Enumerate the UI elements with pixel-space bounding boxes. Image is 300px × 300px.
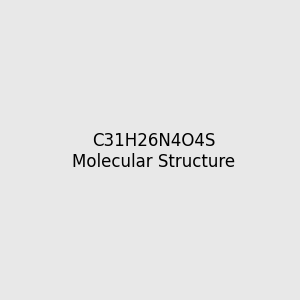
Text: C31H26N4O4S
Molecular Structure: C31H26N4O4S Molecular Structure [72, 132, 235, 171]
